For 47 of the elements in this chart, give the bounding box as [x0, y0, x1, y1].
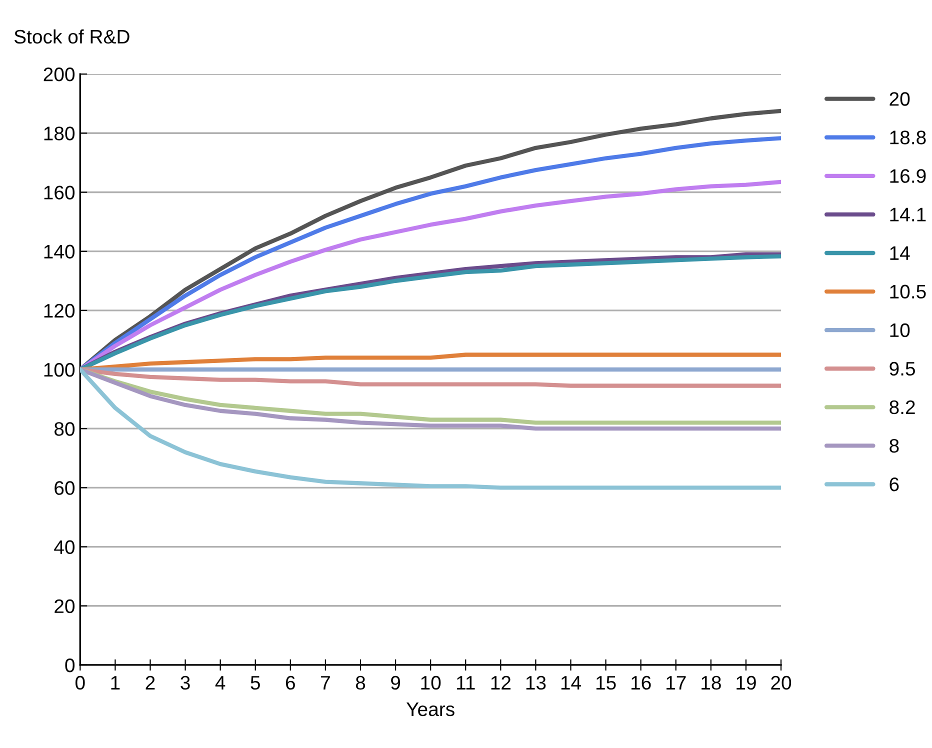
y-axis-title: Stock of R&D: [14, 29, 130, 44]
x-tick-label: 4: [215, 676, 226, 690]
legend-label: 8.2: [890, 400, 915, 414]
y-tick-label: 120: [44, 304, 75, 318]
y-tick-label: 0: [65, 658, 75, 672]
x-tick-label: 16: [632, 676, 651, 690]
y-tick-label: 140: [44, 244, 75, 259]
legend-label: 10.5: [890, 284, 926, 299]
x-tick-label: 14: [561, 676, 582, 690]
line-series: [80, 367, 782, 388]
x-tick-label: 8: [356, 676, 366, 690]
legend-label: 20: [890, 92, 910, 106]
x-tick-label: 20: [771, 676, 792, 690]
y-tick-label: 160: [44, 186, 75, 200]
x-tick-label: 6: [286, 676, 295, 690]
x-tick-label: 19: [736, 676, 756, 690]
y-tick-label: 180: [44, 126, 75, 140]
legend-label: 6: [890, 477, 899, 492]
x-tick-label: 9: [391, 676, 400, 690]
legend-label: 14: [890, 246, 910, 260]
y-tick-label: 100: [44, 362, 75, 377]
x-tick-label: 5: [250, 676, 260, 690]
legend-label: 10: [890, 323, 910, 338]
x-tick-label: 1: [111, 676, 120, 690]
x-tick-label: 7: [321, 676, 330, 690]
x-axis-title: Years: [406, 702, 454, 716]
x-tick-label: 10: [421, 676, 441, 690]
x-tick-label: 0: [76, 676, 85, 690]
line-series: [80, 367, 782, 490]
y-tick-label: 20: [54, 599, 75, 614]
x-tick-label: 13: [526, 676, 546, 690]
y-tick-label: 80: [54, 422, 75, 436]
legend-label: 9.5: [890, 362, 915, 376]
x-tick-label: 11: [457, 676, 475, 690]
y-tick-label: 40: [54, 540, 75, 554]
x-tick-label: 17: [666, 676, 686, 690]
x-tick-label: 3: [180, 676, 190, 690]
x-tick-label: 2: [146, 676, 155, 690]
legend-label: 8: [890, 438, 899, 453]
y-tick-label: 60: [54, 481, 75, 495]
x-tick-label: 18: [702, 676, 721, 690]
legend-label: 18.8: [890, 130, 926, 144]
y-tick-label: 200: [44, 68, 75, 82]
x-tick-label: 12: [491, 676, 511, 690]
legend-label: 14.1: [890, 208, 926, 222]
legend-label: 16.9: [890, 169, 926, 183]
x-tick-label: 15: [596, 676, 616, 690]
